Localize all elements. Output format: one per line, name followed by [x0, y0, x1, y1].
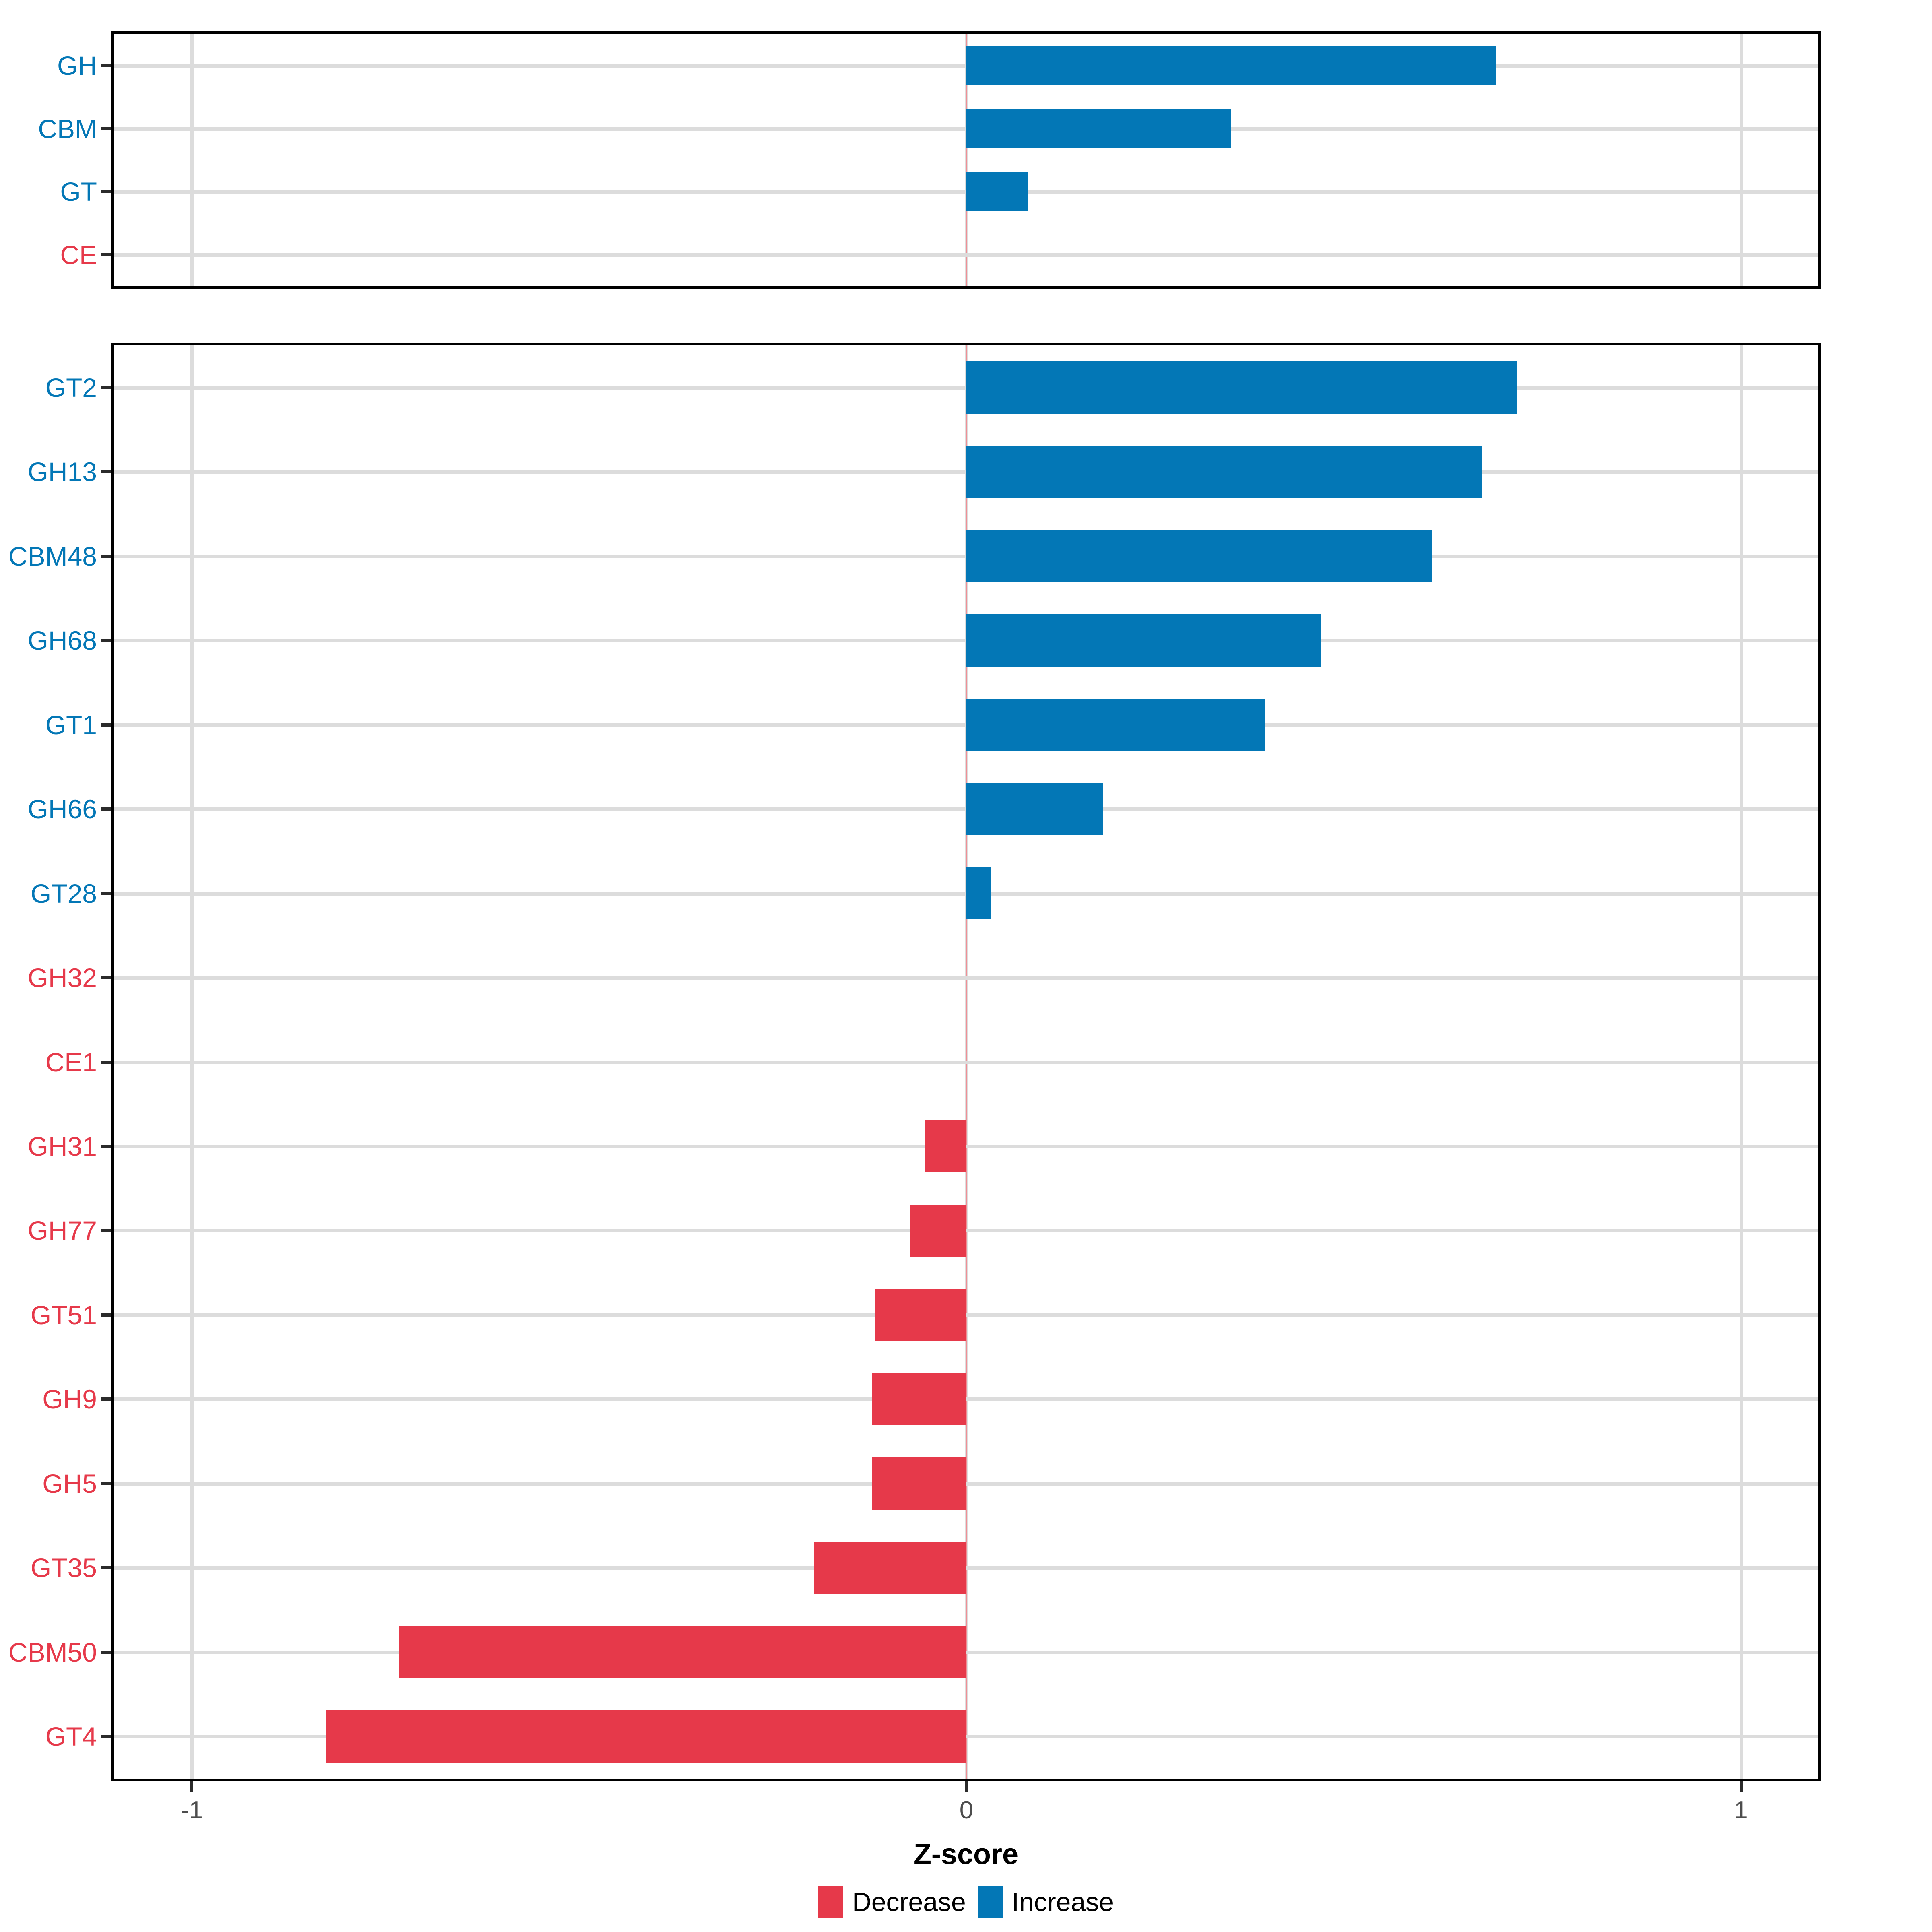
- y-axis-tick: [101, 807, 111, 811]
- y-gridline: [114, 1650, 1818, 1654]
- cazyme-family-panel: [111, 343, 1821, 1781]
- y-axis-tick: [101, 64, 111, 68]
- y-axis-label-gt51: GT51: [30, 1300, 97, 1330]
- y-axis-tick: [101, 1397, 111, 1401]
- y-axis-label-gh13: GH13: [27, 457, 97, 487]
- bar[interactable]: [399, 1626, 966, 1678]
- x-gridline: [1739, 34, 1743, 286]
- bar[interactable]: [326, 1710, 966, 1763]
- bar[interactable]: [872, 1457, 966, 1510]
- y-gridline: [114, 1229, 1818, 1233]
- bar[interactable]: [813, 1542, 966, 1594]
- bar[interactable]: [966, 867, 991, 920]
- y-axis-label-gh66: GH66: [27, 794, 97, 824]
- y-axis-label-ce1: CE1: [45, 1047, 97, 1077]
- y-gridline: [114, 1313, 1818, 1317]
- y-axis-label-gh: GH: [57, 51, 97, 81]
- plot-area-top: [114, 34, 1818, 286]
- legend-swatch-increase: [978, 1886, 1003, 1918]
- y-axis-label-gh77: GH77: [27, 1216, 97, 1246]
- y-axis-label-gh5: GH5: [42, 1468, 97, 1499]
- y-gridline: [114, 976, 1818, 980]
- bar[interactable]: [910, 1204, 966, 1257]
- bar[interactable]: [966, 530, 1432, 582]
- y-axis-tick: [101, 470, 111, 474]
- x-axis-tick-label: -1: [180, 1796, 203, 1824]
- bar[interactable]: [966, 109, 1232, 149]
- y-axis-label-cbm: CBM: [38, 114, 97, 144]
- y-axis-label-gt4: GT4: [45, 1721, 97, 1752]
- x-axis-tick: [1739, 1781, 1743, 1792]
- y-axis-tick: [101, 554, 111, 558]
- zero-reference-line: [966, 34, 967, 286]
- y-axis-tick: [101, 1650, 111, 1654]
- y-axis-tick: [101, 1229, 111, 1232]
- y-gridline: [114, 1144, 1818, 1148]
- y-gridline: [114, 1397, 1818, 1402]
- bar[interactable]: [966, 446, 1482, 498]
- y-axis-label-gt1: GT1: [45, 710, 97, 740]
- y-axis-label-cbm48: CBM48: [8, 541, 97, 571]
- legend-label-increase: Increase: [1011, 1887, 1114, 1917]
- y-axis-label-gh9: GH9: [42, 1384, 97, 1414]
- bar[interactable]: [966, 698, 1265, 751]
- y-axis-tick: [101, 1313, 111, 1317]
- y-gridline: [114, 1482, 1818, 1486]
- y-axis-tick: [101, 127, 111, 130]
- y-axis-tick: [101, 1482, 111, 1485]
- plot-area-bottom: [114, 345, 1818, 1779]
- y-axis-label-gt: GT: [60, 177, 97, 207]
- legend-item-increase[interactable]: Increase: [978, 1886, 1114, 1918]
- y-axis-label-gh31: GH31: [27, 1131, 97, 1161]
- x-axis-tick: [965, 1781, 968, 1792]
- x-axis-tick: [190, 1781, 194, 1792]
- y-axis-label-cbm50: CBM50: [8, 1637, 97, 1667]
- y-axis-label-ce: CE: [60, 239, 97, 270]
- chart-legend: Decrease Increase: [0, 1886, 1932, 1918]
- y-gridline: [114, 1060, 1818, 1064]
- y-axis-label-gt2: GT2: [45, 372, 97, 402]
- cazyme-class-panel: [111, 31, 1821, 289]
- y-axis-tick: [101, 1735, 111, 1738]
- x-gridline: [190, 34, 194, 286]
- bar[interactable]: [966, 361, 1517, 414]
- y-axis-tick: [101, 190, 111, 194]
- y-axis-tick: [101, 639, 111, 642]
- y-axis-tick: [101, 976, 111, 980]
- y-axis-tick: [101, 386, 111, 389]
- y-axis-tick: [101, 892, 111, 895]
- y-axis-tick: [101, 253, 111, 256]
- y-axis-tick: [101, 1566, 111, 1570]
- y-axis-label-gt28: GT28: [30, 878, 97, 908]
- x-axis-title: Z-score: [913, 1838, 1019, 1870]
- bar[interactable]: [872, 1373, 966, 1426]
- y-gridline: [114, 1566, 1818, 1570]
- y-axis-tick: [101, 1060, 111, 1064]
- bar[interactable]: [966, 46, 1496, 85]
- bar[interactable]: [875, 1288, 966, 1341]
- y-axis-label-gt35: GT35: [30, 1553, 97, 1583]
- legend-swatch-decrease: [818, 1886, 844, 1918]
- bar[interactable]: [966, 614, 1321, 667]
- y-axis-label-gh32: GH32: [27, 963, 97, 993]
- x-axis-tick-label: 1: [1734, 1796, 1748, 1824]
- y-axis-label-gh68: GH68: [27, 625, 97, 656]
- y-axis-tick: [101, 1144, 111, 1148]
- legend-label-decrease: Decrease: [852, 1887, 966, 1917]
- bar[interactable]: [966, 783, 1103, 835]
- bar[interactable]: [925, 1120, 966, 1172]
- bar[interactable]: [966, 172, 1028, 211]
- legend-item-decrease[interactable]: Decrease: [818, 1886, 966, 1918]
- y-gridline: [114, 1735, 1818, 1739]
- y-gridline: [114, 253, 1818, 257]
- x-axis-tick-label: 0: [959, 1796, 974, 1824]
- y-axis-tick: [101, 723, 111, 727]
